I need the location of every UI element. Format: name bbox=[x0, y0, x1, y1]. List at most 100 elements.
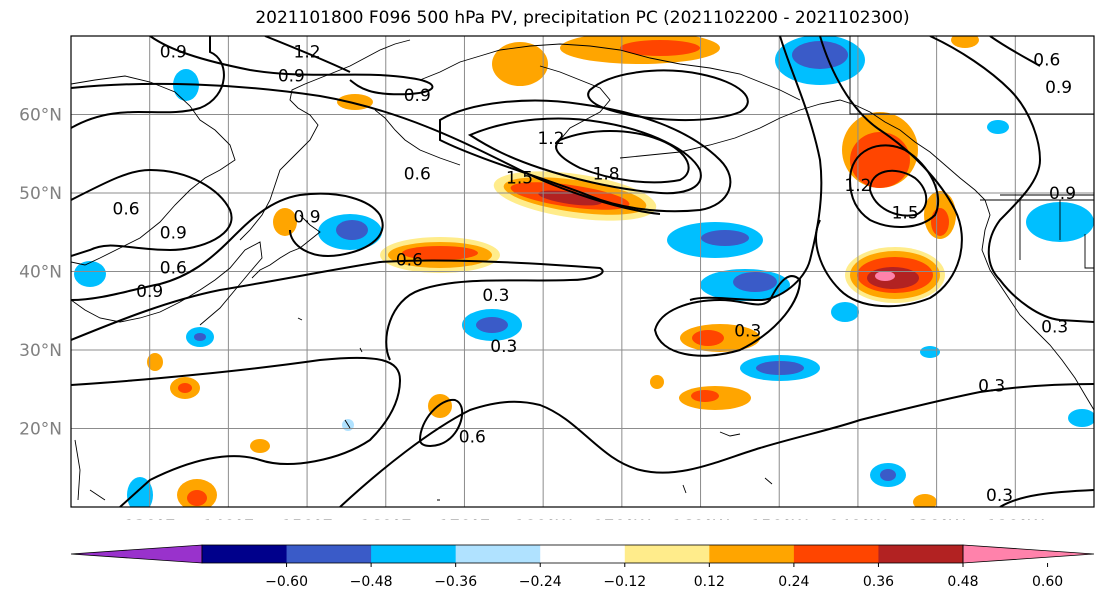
contour-label: 0.3 bbox=[490, 337, 517, 357]
latitude-label: 40°N bbox=[19, 263, 62, 283]
precip-positive-area bbox=[178, 383, 192, 393]
contour-label: 0.6 bbox=[459, 427, 486, 447]
pv-contour bbox=[999, 489, 1094, 507]
coastlines bbox=[71, 36, 1094, 501]
colorbar-swatch bbox=[286, 545, 372, 563]
longitude-label: 160°W bbox=[672, 517, 730, 520]
longitude-label: 140°E bbox=[203, 517, 255, 520]
precip-positive-area bbox=[951, 36, 979, 48]
pv-contours bbox=[71, 36, 1094, 507]
contour-label: 0.9 bbox=[278, 66, 305, 86]
contour-label: 0.6 bbox=[396, 251, 423, 271]
precip-positive-area bbox=[650, 375, 664, 389]
precip-negative-area bbox=[756, 361, 804, 375]
pv-contour bbox=[989, 36, 1041, 67]
precip-negative-area bbox=[701, 230, 749, 246]
precip-positive-area bbox=[187, 490, 207, 506]
contour-label: 1.2 bbox=[537, 129, 564, 149]
coastline bbox=[619, 99, 1094, 411]
pv-contour bbox=[71, 36, 225, 129]
colorbar-tick-label: −0.24 bbox=[519, 574, 562, 590]
longitude-label: 160°E bbox=[360, 517, 412, 520]
longitude-label: 180°W bbox=[514, 517, 572, 520]
pv-contour bbox=[71, 192, 384, 301]
precip-negative-area bbox=[880, 469, 896, 481]
contour-label: 0.6 bbox=[1033, 51, 1060, 71]
contour-label: 0.9 bbox=[136, 282, 163, 302]
longitude-label: 140°W bbox=[829, 517, 887, 520]
longitude-label: 170°E bbox=[439, 517, 491, 520]
contour-label: 0.9 bbox=[160, 43, 187, 63]
contour-label: 1.8 bbox=[593, 164, 620, 184]
contour-label: 0.3 bbox=[978, 376, 1005, 396]
coastline bbox=[539, 65, 611, 141]
coastline bbox=[682, 431, 773, 494]
precipitation-shading bbox=[74, 36, 1094, 507]
latitude-label: 30°N bbox=[19, 341, 62, 361]
latitude-labels: 20°N 30°N 40°N 50°N 60°N bbox=[19, 106, 62, 440]
longitude-label: 170°W bbox=[593, 517, 651, 520]
latitude-label: 50°N bbox=[19, 184, 62, 204]
precip-negative-area bbox=[792, 41, 848, 69]
coastline bbox=[374, 109, 461, 166]
precip-negative-area bbox=[733, 272, 777, 292]
pv-contour bbox=[815, 36, 963, 308]
contour-label: 0.6 bbox=[404, 164, 431, 184]
coastline bbox=[71, 241, 263, 326]
contour-label: 1.2 bbox=[844, 176, 871, 196]
contour-label: 0.6 bbox=[113, 200, 140, 220]
colorbar-swatch bbox=[540, 545, 626, 563]
precip-positive-area bbox=[692, 330, 724, 346]
colorbar-tick-label: 0.24 bbox=[778, 574, 809, 590]
latitude-label: 20°N bbox=[19, 420, 62, 440]
pv-contour bbox=[653, 275, 802, 357]
pv-contour bbox=[149, 36, 434, 96]
contour-label: 1.2 bbox=[294, 43, 321, 63]
colorbar-extend-high bbox=[962, 544, 1095, 564]
precip-positive-area bbox=[492, 42, 548, 86]
coastline bbox=[74, 439, 106, 501]
contour-label: 0.9 bbox=[160, 223, 187, 243]
longitude-label: 150°W bbox=[750, 517, 808, 520]
colorbar-tick-label: 0.48 bbox=[947, 574, 978, 590]
contour-labels: 0.9 1.20.90.90.61.21.5 1.80.60.90.90.60.90… bbox=[113, 43, 1076, 507]
pv-contour bbox=[264, 36, 351, 73]
colorbar-swatch bbox=[709, 545, 795, 563]
precip-negative-area bbox=[336, 220, 368, 240]
colorbar-swatch bbox=[793, 545, 879, 563]
coastline bbox=[239, 39, 411, 241]
longitude-labels: 130°E 140°E 150°E 160°E 170°E 180°W 170°W 160°W… bbox=[124, 517, 1045, 520]
graticule bbox=[71, 36, 1094, 507]
precip-positive-area bbox=[691, 390, 719, 402]
colorbar-labels: −0.60 −0.48 −0.36 −0.24 −0.12 0.12 0.24 0.36 0.4… bbox=[265, 563, 1063, 590]
colorbar-tick-label: −0.60 bbox=[265, 574, 308, 590]
precip-negative-area bbox=[74, 261, 106, 287]
latitude-label: 60°N bbox=[19, 106, 62, 126]
map-panel: 0.9 1.20.90.90.61.21.5 1.80.60.90.90.60.90… bbox=[19, 35, 1095, 520]
contour-label: 0.3 bbox=[482, 286, 509, 306]
precip-negative-area bbox=[1068, 409, 1094, 427]
precip-positive-area bbox=[620, 40, 700, 56]
contour-label: 0.6 bbox=[160, 259, 187, 279]
precip-negative-area bbox=[831, 302, 859, 322]
pv-contour bbox=[71, 82, 661, 215]
contour-label: 0.9 bbox=[1045, 78, 1072, 98]
pv-contour bbox=[439, 99, 732, 213]
colorbar-tick-label: −0.36 bbox=[434, 574, 477, 590]
colorbar-swatch bbox=[455, 545, 541, 563]
coastline bbox=[419, 43, 801, 101]
precip-positive-area bbox=[428, 394, 452, 418]
colorbar-tick-label: −0.12 bbox=[603, 574, 646, 590]
colorbar-swatch bbox=[371, 545, 457, 563]
pv-contour bbox=[929, 36, 1094, 323]
colorbar-extend-low bbox=[70, 544, 203, 564]
precip-positive-area bbox=[875, 271, 895, 281]
map-frame bbox=[70, 35, 1095, 508]
coastline bbox=[297, 317, 440, 501]
colorbar-swatch bbox=[624, 545, 710, 563]
contour-label: 0.9 bbox=[404, 86, 431, 106]
precip-positive-area bbox=[250, 439, 270, 453]
precip-positive-area bbox=[913, 494, 937, 507]
precip-positive-area bbox=[273, 208, 297, 236]
precip-positive-area bbox=[538, 190, 602, 206]
